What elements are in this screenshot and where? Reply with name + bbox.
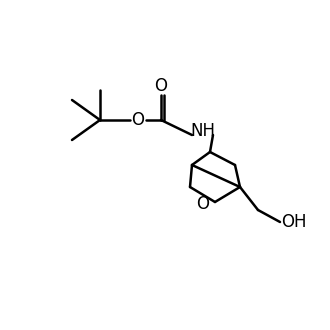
Text: NH: NH xyxy=(190,122,215,140)
Text: OH: OH xyxy=(281,213,307,231)
Text: O: O xyxy=(154,77,168,95)
Text: O: O xyxy=(196,195,210,213)
Text: O: O xyxy=(131,111,145,129)
